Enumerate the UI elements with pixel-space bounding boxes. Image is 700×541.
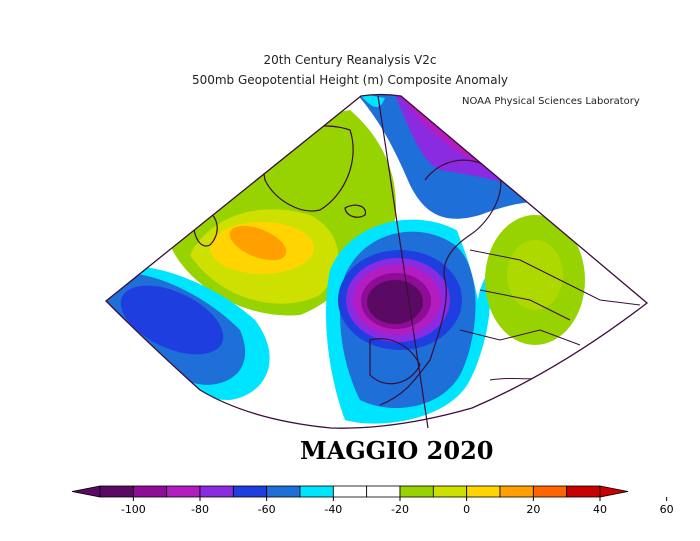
colorbar-bin bbox=[366, 485, 401, 498]
colorbar-bin bbox=[499, 485, 534, 498]
neutral-channel bbox=[455, 208, 560, 300]
colorbar-tick-label: 40 bbox=[593, 503, 607, 516]
positive-anomaly-orange bbox=[229, 225, 287, 261]
iceland-outline bbox=[344, 204, 367, 218]
colorbar-bin bbox=[532, 485, 568, 498]
colorbar-tick-label: 0 bbox=[463, 503, 470, 516]
meridian-line bbox=[377, 95, 429, 429]
colorbar-bin bbox=[266, 485, 301, 498]
colorbar-tick-label: 20 bbox=[526, 503, 540, 516]
colorbar-bin bbox=[166, 485, 201, 498]
colorbar-bin bbox=[199, 485, 234, 498]
colorbar-tick-label: 60 bbox=[660, 503, 674, 516]
positive-anomaly-europe bbox=[485, 215, 585, 345]
colorbar-bin bbox=[132, 485, 168, 498]
colorbar-bin bbox=[566, 485, 601, 498]
colorbar-bin bbox=[299, 485, 334, 498]
border-lines-2 bbox=[459, 289, 581, 346]
colorbar-left-arrow bbox=[71, 485, 101, 498]
positive-anomaly-europe-inner bbox=[507, 240, 563, 310]
colorbar-bin bbox=[432, 485, 468, 498]
border-lines bbox=[469, 249, 641, 306]
colorbar-bin bbox=[399, 485, 434, 498]
colorbar-tick-label: -20 bbox=[391, 503, 409, 516]
colorbar-tick-label: -40 bbox=[324, 503, 342, 516]
credit-label: NOAA Physical Sciences Laboratory bbox=[462, 96, 640, 107]
colorbar-tick-label: -100 bbox=[121, 503, 146, 516]
colorbar-bin bbox=[99, 485, 134, 498]
map-frame bbox=[105, 93, 649, 429]
colorbar-bin bbox=[332, 485, 368, 498]
map-caption: MAGGIO 2020 bbox=[300, 436, 494, 465]
negative-anomaly-north-cyan bbox=[358, 94, 385, 108]
negative-anomaly-darkblue-west bbox=[120, 285, 224, 355]
colorbar-right-arrow bbox=[599, 485, 629, 498]
central-low-core bbox=[367, 280, 423, 324]
colorbar-tick-label: -80 bbox=[191, 503, 209, 516]
chart-title: 20th Century Reanalysis V2c bbox=[263, 53, 437, 67]
colorbar-bin bbox=[232, 485, 268, 498]
colorbar-tick-label: -60 bbox=[258, 503, 276, 516]
iberia-outline bbox=[369, 338, 421, 385]
chart-subtitle: 500mb Geopotential Height (m) Composite … bbox=[191, 73, 509, 87]
colorbar-bin bbox=[466, 485, 501, 498]
